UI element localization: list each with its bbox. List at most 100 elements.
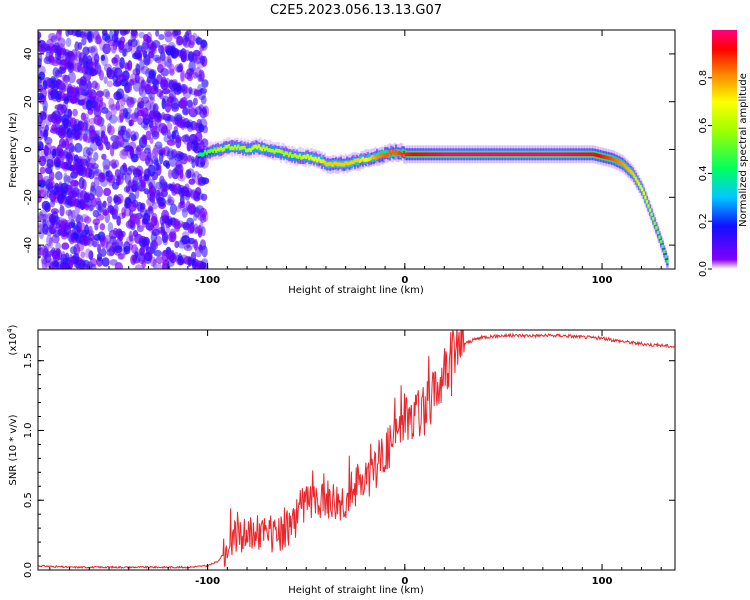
ridge-cell: [303, 154, 306, 159]
ridge-cell: [470, 152, 473, 157]
ridge-cell: [656, 230, 660, 235]
noise-speckle: [111, 181, 119, 190]
noise-speckle: [109, 160, 117, 167]
noise-speckle: [180, 153, 188, 165]
noise-speckle: [186, 155, 192, 162]
noise-speckle: [181, 235, 191, 245]
noise-speckle: [68, 256, 75, 266]
noise-speckle: [93, 166, 99, 175]
noise-speckle: [63, 174, 71, 185]
ridge-cell: [251, 146, 254, 151]
noise-speckle: [139, 239, 148, 247]
noise-speckle: [198, 104, 204, 111]
noise-speckle: [43, 144, 49, 154]
noise-speckle: [188, 178, 196, 185]
ridge-cell: [521, 152, 524, 157]
ridge-cell: [336, 162, 339, 167]
ridge-cell: [391, 149, 395, 154]
noise-speckle: [54, 104, 64, 111]
ridge-cell: [421, 152, 424, 157]
noise-speckle: [161, 261, 168, 269]
ridge-cell: [538, 152, 541, 157]
noise-speckle: [148, 68, 157, 77]
noise-speckle: [81, 154, 87, 167]
noise-speckle: [128, 230, 133, 243]
noise-speckle: [41, 258, 48, 269]
ridge-cell: [552, 152, 555, 157]
ridge-cell: [314, 156, 317, 161]
noise-speckle: [55, 127, 62, 135]
noise-speckle: [200, 71, 205, 82]
noise-speckle: [38, 227, 45, 240]
ridge-cell: [276, 149, 279, 153]
noise-speckle: [77, 165, 83, 174]
noise-speckle: [88, 250, 94, 260]
ridge-cell: [328, 162, 331, 166]
ridge-cell: [353, 158, 357, 163]
noise-speckle: [131, 184, 138, 193]
ridge-cell: [420, 152, 423, 157]
noise-speckle: [73, 154, 79, 162]
noise-speckle: [164, 116, 171, 124]
ridge-cell: [541, 152, 544, 157]
ridge-cell: [281, 150, 284, 154]
noise-speckle: [74, 142, 83, 153]
noise-speckle: [84, 224, 90, 236]
ridge-cell: [246, 145, 249, 153]
noise-speckle: [88, 89, 97, 101]
ridge-cell: [202, 152, 205, 156]
noise-speckle: [105, 170, 110, 178]
noise-speckle: [78, 132, 83, 142]
ridge-cell: [503, 152, 507, 157]
ridge-cell: [208, 149, 211, 154]
ridge-cell: [245, 148, 248, 153]
noise-speckle: [174, 134, 182, 143]
ridge-cell: [406, 152, 409, 157]
noise-speckle: [134, 264, 143, 269]
noise-speckle: [178, 62, 184, 72]
ridge-cell: [637, 182, 641, 186]
ridge-cell: [459, 152, 462, 157]
noise-speckle: [51, 148, 57, 159]
ridge-cell: [388, 150, 391, 154]
noise-speckle: [131, 30, 139, 39]
ridge-cell: [383, 153, 387, 158]
noise-speckle: [192, 190, 201, 200]
noise-speckle: [79, 190, 88, 199]
ridge-cell: [219, 146, 223, 151]
ridge-cell: [497, 152, 500, 157]
ridge-cell: [522, 152, 525, 157]
noise-speckle: [61, 242, 70, 250]
noise-speckle: [184, 85, 189, 94]
noise-speckle: [167, 260, 175, 267]
noise-speckle: [86, 261, 94, 269]
noise-speckle: [157, 58, 167, 70]
ridge-cell: [551, 152, 554, 157]
ridge-cell: [243, 146, 246, 154]
noise-speckle: [124, 62, 131, 72]
snr-series-line: [38, 330, 675, 570]
noise-speckle: [167, 196, 175, 206]
noise-speckle: [126, 97, 135, 108]
ridge-cell: [409, 152, 412, 157]
ridge-cell: [514, 152, 518, 157]
ridge-cell: [596, 153, 600, 158]
noise-speckle: [38, 193, 42, 203]
noise-speckle: [108, 97, 115, 109]
ridge-cell: [265, 146, 268, 150]
noise-speckle: [101, 153, 107, 160]
ridge-cell: [450, 152, 453, 157]
noise-speckle: [64, 198, 73, 209]
noise-speckle: [181, 207, 188, 218]
noise-speckle: [85, 155, 90, 168]
noise-speckle: [65, 30, 70, 37]
noise-speckle: [140, 80, 146, 92]
ridge-cell: [473, 152, 477, 157]
noise-speckle: [146, 189, 155, 201]
noise-speckle: [64, 134, 73, 147]
noise-speckle: [44, 260, 53, 269]
ridge-cell: [417, 152, 420, 157]
noise-speckle: [139, 202, 146, 210]
noise-speckle: [92, 170, 100, 180]
ridge-cell: [426, 152, 429, 157]
